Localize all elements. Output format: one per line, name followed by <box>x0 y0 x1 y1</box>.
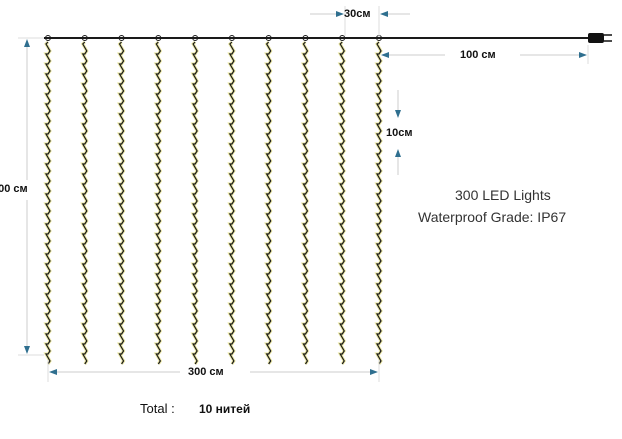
strand-connector <box>265 35 272 41</box>
height-label: 300 см <box>0 183 28 195</box>
lead-length-label: 100 см <box>460 49 496 61</box>
strands <box>43 35 383 365</box>
waterproof-spec: Waterproof Grade: IP67 <box>418 209 567 225</box>
width-label: 300 см <box>188 366 224 378</box>
strand-connector <box>192 35 199 41</box>
led-count-spec: 300 LED Lights <box>455 187 551 203</box>
spacing-label: 30см <box>344 8 371 20</box>
strand-connector <box>228 35 235 41</box>
total-value: 10 нитей <box>199 402 251 416</box>
strand-connector <box>339 35 346 41</box>
led-spacing-label: 10см <box>386 127 413 139</box>
light-strand <box>339 41 345 365</box>
light-strand <box>81 41 88 365</box>
light-strand <box>375 41 382 365</box>
power-plug <box>588 33 604 43</box>
light-strand <box>302 41 309 365</box>
strand-connector <box>45 35 51 41</box>
light-strand <box>265 41 272 365</box>
light-strand <box>155 41 162 365</box>
strand-connector <box>155 35 162 41</box>
light-strand <box>192 41 198 365</box>
strand-connector <box>302 35 309 41</box>
total-label: Total : <box>140 401 175 416</box>
strand-connector <box>81 35 88 41</box>
light-strand <box>118 41 125 365</box>
light-strand <box>228 41 235 365</box>
strand-connector <box>118 35 125 41</box>
light-strand <box>44 41 51 365</box>
